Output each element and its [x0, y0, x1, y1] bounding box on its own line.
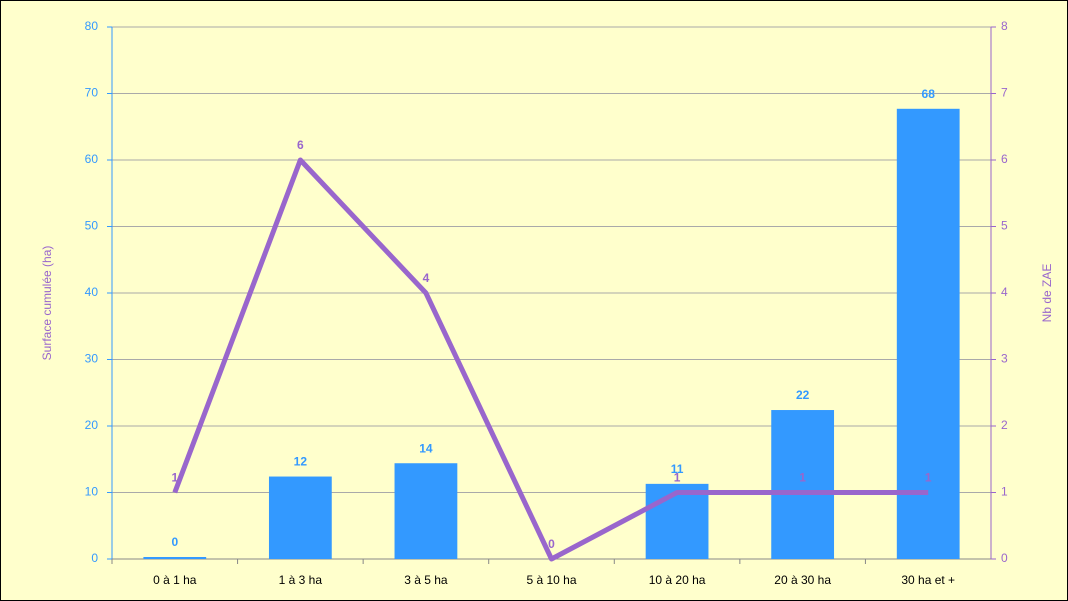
y2-tick-label: 8 [1001, 19, 1008, 33]
bar-value-label: 12 [294, 455, 308, 469]
y-tick-label: 70 [85, 86, 99, 100]
y-tick-label: 50 [85, 219, 99, 233]
x-tick-label: 1 à 3 ha [279, 573, 323, 587]
line-value-label: 1 [925, 471, 932, 485]
line-value-label: 0 [548, 537, 555, 551]
x-tick-label: 0 à 1 ha [153, 573, 197, 587]
y-axis-label: Surface cumulée (ha) [40, 246, 54, 361]
x-tick-label: 5 à 10 ha [526, 573, 576, 587]
y2-tick-label: 3 [1001, 352, 1008, 366]
x-tick-label: 30 ha et + [901, 573, 955, 587]
y2-tick-label: 2 [1001, 418, 1008, 432]
y2-tick-label: 5 [1001, 219, 1008, 233]
bar-value-label: 11 [671, 462, 684, 476]
y-tick-label: 30 [85, 352, 99, 366]
y2-tick-label: 4 [1001, 285, 1008, 299]
bar [645, 483, 709, 559]
bar-value-label: 0 [171, 535, 178, 549]
bar-value-label: 68 [922, 87, 936, 101]
x-tick-label: 10 à 20 ha [649, 573, 706, 587]
line [172, 157, 929, 562]
x-tick-label: 20 à 30 ha [774, 573, 831, 587]
bar [896, 108, 960, 560]
bar [394, 463, 458, 559]
bar [143, 557, 207, 559]
y2-tick-label: 1 [1001, 485, 1008, 499]
line-value-label: 1 [674, 471, 681, 485]
y-tick-label: 60 [85, 152, 99, 166]
bar-value-label: 22 [796, 388, 810, 402]
bar [268, 476, 332, 559]
y2-tick-label: 0 [1001, 551, 1008, 565]
x-tick-label: 3 à 5 ha [404, 573, 448, 587]
y2-tick-label: 7 [1001, 86, 1008, 100]
line-value-label: 6 [297, 138, 304, 152]
y-tick-label: 10 [85, 485, 99, 499]
bar-value-label: 14 [419, 441, 433, 455]
line-value-label: 1 [799, 471, 806, 485]
line-value-label: 1 [171, 471, 178, 485]
line-value-label: 4 [423, 271, 430, 285]
y-tick-label: 80 [85, 19, 99, 33]
y-tick-label: 20 [85, 418, 99, 432]
y-tick-label: 40 [85, 285, 99, 299]
y-tick-label: 0 [91, 551, 98, 565]
bar [771, 410, 835, 559]
y2-axis-label: Nb de ZAE [1040, 264, 1054, 323]
y2-tick-label: 6 [1001, 152, 1008, 166]
